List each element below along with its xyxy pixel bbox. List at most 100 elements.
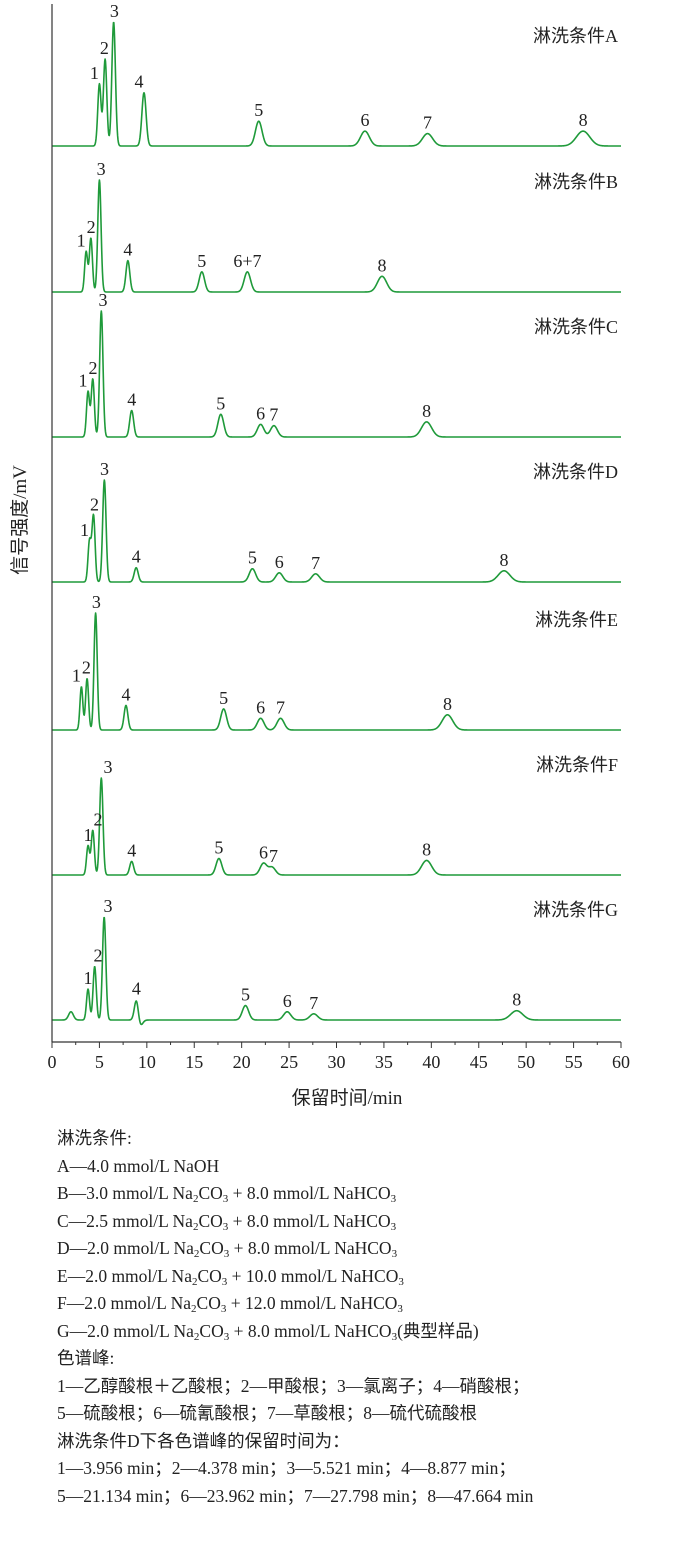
legend-condition-g: G—2.0 mmol/L Na2CO3 + 8.0 mmol/L NaHCO3(… bbox=[57, 1320, 479, 1343]
peak-label: 6+7 bbox=[233, 251, 261, 271]
x-axis-title: 保留时间/min bbox=[292, 1087, 403, 1109]
series-trace-2 bbox=[51, 179, 622, 293]
peak-label: 2 bbox=[89, 358, 98, 378]
legend-conditions-title: 淋洗条件: bbox=[57, 1128, 132, 1148]
peak-label: 1 bbox=[79, 371, 88, 391]
x-tick-label: 50 bbox=[517, 1052, 535, 1072]
legend-rt-line-1: 1—3.956 min；2—4.378 min；3—5.521 min；4—8.… bbox=[57, 1458, 516, 1478]
peak-label: 3 bbox=[97, 159, 106, 179]
peak-label: 5 bbox=[219, 688, 228, 708]
peak-label: 1 bbox=[77, 231, 86, 251]
peak-label: 2 bbox=[87, 217, 96, 237]
x-tick-label: 35 bbox=[375, 1052, 393, 1072]
peak-label: 5 bbox=[254, 100, 263, 120]
peak-label: 1 bbox=[84, 825, 93, 845]
x-tick-label: 55 bbox=[565, 1052, 583, 1072]
peak-label: 6 bbox=[283, 991, 292, 1011]
legend-block: 淋洗条件: A—4.0 mmol/L NaOH B—3.0 mmol/L Na2… bbox=[57, 1125, 697, 1510]
peak-label: 3 bbox=[99, 290, 108, 310]
peak-label: 7 bbox=[276, 697, 285, 717]
peak-label: 1 bbox=[84, 968, 93, 988]
series-label-group: 淋洗条件A 淋洗条件B 淋洗条件C 淋洗条件D 淋洗条件E 淋洗条件F 淋洗条件G bbox=[533, 26, 618, 920]
peak-label: 4 bbox=[123, 240, 132, 260]
peak-label: 5 bbox=[248, 548, 257, 568]
legend-condition-f: F—2.0 mmol/L Na2CO3 + 12.0 mmol/L NaHCO3 bbox=[57, 1293, 403, 1315]
series-trace-1 bbox=[51, 21, 622, 147]
peak-label: 6 bbox=[361, 110, 370, 130]
x-tick-label: 40 bbox=[422, 1052, 440, 1072]
peak-label: 6 bbox=[275, 552, 284, 572]
peak-label: 2 bbox=[82, 658, 91, 678]
legend-condition-b: B—3.0 mmol/L Na2CO3 + 8.0 mmol/L NaHCO3 bbox=[57, 1183, 397, 1205]
series-trace-5 bbox=[51, 612, 622, 731]
peak-label: 3 bbox=[100, 459, 109, 479]
peak-label: 3 bbox=[104, 757, 113, 777]
peak-label: 3 bbox=[92, 592, 101, 612]
peak-label: 2 bbox=[100, 38, 109, 58]
series-label-3: 淋洗条件C bbox=[534, 317, 618, 337]
peak-label: 8 bbox=[579, 110, 588, 130]
legend-peaks-line-1: 1—乙醇酸根＋乙酸根；2—甲酸根；3—氯离子；4—硝酸根； bbox=[57, 1375, 530, 1396]
peak-label: 6 bbox=[256, 403, 265, 423]
x-tick-label: 60 bbox=[612, 1052, 630, 1072]
peak-label: 4 bbox=[135, 72, 144, 92]
peak-label: 8 bbox=[378, 255, 387, 275]
legend-rt-title: 淋洗条件D下各色谱峰的保留时间为： bbox=[57, 1430, 350, 1451]
legend-rt-line-2: 5—21.134 min；6—23.962 min；7—27.798 min；8… bbox=[57, 1485, 534, 1506]
x-tick-group: 0 5 10 15 20 25 30 35 40 45 50 55 60 bbox=[48, 1042, 630, 1072]
x-tick-label: 5 bbox=[95, 1052, 104, 1072]
peak-label: 5 bbox=[216, 393, 225, 413]
peak-label: 1 bbox=[72, 666, 81, 686]
series-label-7: 淋洗条件G bbox=[533, 900, 618, 920]
series-label-6: 淋洗条件F bbox=[536, 755, 618, 775]
peak-label: 2 bbox=[90, 495, 99, 515]
series-label-4: 淋洗条件D bbox=[533, 462, 618, 482]
peak-label: 6 bbox=[259, 842, 268, 862]
peak-label: 2 bbox=[94, 809, 103, 829]
peak-label: 8 bbox=[500, 550, 509, 570]
peak-label: 7 bbox=[269, 405, 278, 425]
peak-label: 7 bbox=[423, 113, 432, 133]
legend-condition-e: E—2.0 mmol/L Na2CO3 + 10.0 mmol/L NaHCO3 bbox=[57, 1265, 404, 1288]
trace-group bbox=[51, 21, 622, 1026]
x-tick-label: 10 bbox=[138, 1052, 156, 1072]
peak-label: 4 bbox=[127, 390, 136, 410]
peak-label: 4 bbox=[122, 684, 131, 704]
peak-label: 3 bbox=[110, 1, 119, 21]
series-label-2: 淋洗条件B bbox=[534, 172, 618, 192]
series-trace-7 bbox=[51, 916, 622, 1026]
peak-label: 8 bbox=[512, 990, 521, 1010]
peak-label: 4 bbox=[132, 978, 141, 998]
x-tick-label: 45 bbox=[470, 1052, 488, 1072]
peak-label: 1 bbox=[90, 63, 99, 83]
x-tick-label: 30 bbox=[328, 1052, 346, 1072]
legend-condition-d: D—2.0 mmol/L Na2CO3 + 8.0 mmol/L NaHCO3 bbox=[57, 1238, 398, 1260]
x-tick-label: 20 bbox=[233, 1052, 251, 1072]
x-tick-label: 25 bbox=[280, 1052, 298, 1072]
peak-label: 6 bbox=[256, 697, 265, 717]
peak-label: 8 bbox=[422, 401, 431, 421]
peak-label: 8 bbox=[422, 840, 431, 860]
peak-label: 4 bbox=[127, 840, 136, 860]
peak-label: 7 bbox=[309, 993, 318, 1013]
legend-peaks-line-2: 5—硫酸根；6—硫氰酸根；7—草酸根；8—硫代硫酸根 bbox=[57, 1403, 477, 1423]
legend-peaks-title: 色谱峰: bbox=[57, 1348, 115, 1368]
peak-label: 4 bbox=[132, 547, 141, 567]
x-tick-label: 0 bbox=[48, 1052, 57, 1072]
series-trace-6 bbox=[51, 777, 622, 876]
series-trace-3 bbox=[51, 310, 622, 438]
legend-condition-a: A—4.0 mmol/L NaOH bbox=[57, 1155, 220, 1176]
peak-label: 3 bbox=[104, 896, 113, 916]
peak-label: 5 bbox=[197, 251, 206, 271]
series-label-5: 淋洗条件E bbox=[535, 610, 618, 630]
peak-label: 5 bbox=[214, 838, 223, 858]
legend-condition-c: C—2.5 mmol/L Na2CO3 + 8.0 mmol/L NaHCO3 bbox=[57, 1210, 397, 1233]
x-tick-label: 15 bbox=[185, 1052, 203, 1072]
peak-label: 8 bbox=[443, 694, 452, 714]
peak-label: 7 bbox=[311, 553, 320, 573]
peak-label: 5 bbox=[241, 985, 250, 1005]
series-trace-4 bbox=[51, 479, 622, 583]
peak-label: 2 bbox=[94, 945, 103, 965]
